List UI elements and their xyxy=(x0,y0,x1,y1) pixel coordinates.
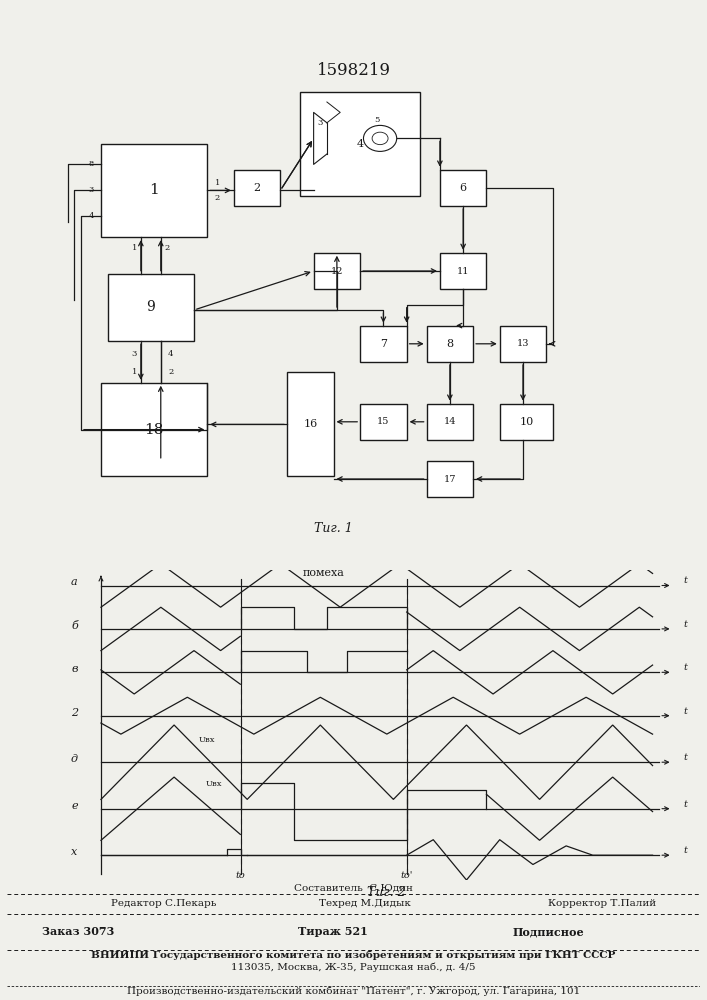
Text: 1: 1 xyxy=(149,183,159,197)
Text: t: t xyxy=(684,576,688,585)
Text: Uвх: Uвх xyxy=(199,736,216,744)
Text: Корректор Т.Палий: Корректор Т.Палий xyxy=(547,900,655,908)
Text: 8: 8 xyxy=(446,339,453,349)
Text: ВНИИПИ Государственного комитета по изобретениям и открытиям при ГКНТ СССР: ВНИИПИ Государственного комитета по изоб… xyxy=(91,951,616,960)
Text: 4: 4 xyxy=(356,139,363,149)
Bar xyxy=(300,92,420,196)
Text: t: t xyxy=(684,663,688,672)
Text: 4: 4 xyxy=(168,350,173,358)
Bar xyxy=(500,326,547,362)
Bar xyxy=(234,170,281,206)
Text: Техред М.Дидык: Техред М.Дидык xyxy=(319,900,411,908)
Text: помеха: помеха xyxy=(303,568,344,578)
Text: б: б xyxy=(71,621,78,631)
Text: 10: 10 xyxy=(519,417,533,427)
Bar xyxy=(426,404,473,440)
Text: Τиг. 1: Τиг. 1 xyxy=(314,522,353,535)
Text: 1: 1 xyxy=(214,179,220,187)
Text: 13: 13 xyxy=(517,339,530,348)
Text: е: е xyxy=(71,801,78,811)
Text: 18: 18 xyxy=(144,423,164,437)
Bar xyxy=(360,326,407,362)
Text: Составитель  С.Юдин: Составитель С.Юдин xyxy=(294,884,413,893)
Text: to': to' xyxy=(400,871,413,880)
Text: в: в xyxy=(71,664,78,674)
Text: t: t xyxy=(684,800,688,809)
Text: 5: 5 xyxy=(374,116,380,124)
Text: t: t xyxy=(684,753,688,762)
Text: 3: 3 xyxy=(88,186,94,194)
Bar xyxy=(360,404,407,440)
Text: Τиг. 2: Τиг. 2 xyxy=(368,886,406,899)
Text: 4: 4 xyxy=(88,212,94,220)
Text: t: t xyxy=(684,707,688,716)
Text: 2: 2 xyxy=(71,708,78,718)
Text: 16: 16 xyxy=(303,419,317,429)
Text: 2: 2 xyxy=(165,244,170,252)
Text: 15: 15 xyxy=(378,417,390,426)
Bar xyxy=(500,404,553,440)
Text: 7: 7 xyxy=(380,339,387,349)
Text: 2: 2 xyxy=(215,194,220,202)
Text: а: а xyxy=(71,577,78,587)
Text: t: t xyxy=(684,620,688,629)
Text: to: to xyxy=(235,871,245,880)
Text: д: д xyxy=(71,754,78,764)
Text: х: х xyxy=(71,847,78,857)
Text: 3: 3 xyxy=(132,350,137,358)
Text: 14: 14 xyxy=(443,417,456,426)
Text: Заказ 3073: Заказ 3073 xyxy=(42,926,114,937)
Bar xyxy=(101,383,207,476)
Text: 1: 1 xyxy=(132,368,137,376)
Bar xyxy=(314,253,360,289)
Text: 1: 1 xyxy=(132,244,137,252)
Bar xyxy=(440,170,486,206)
Text: 11: 11 xyxy=(457,266,469,275)
Text: Тираж 521: Тираж 521 xyxy=(298,926,368,937)
Text: Редактор С.Пекарь: Редактор С.Пекарь xyxy=(111,900,216,908)
Text: 3: 3 xyxy=(317,119,323,127)
Bar xyxy=(426,461,473,497)
Text: 6: 6 xyxy=(460,183,467,193)
Text: 2: 2 xyxy=(168,368,173,376)
Text: Подписное: Подписное xyxy=(513,926,585,937)
Text: 2: 2 xyxy=(254,183,261,193)
Text: Uвх: Uвх xyxy=(206,780,222,788)
Text: 113035, Москва, Ж-35, Раушская наб., д. 4/5: 113035, Москва, Ж-35, Раушская наб., д. … xyxy=(231,963,476,972)
Bar xyxy=(426,326,473,362)
Text: 1598219: 1598219 xyxy=(317,62,390,79)
Text: Производственно-издательский комбинат "Патент", г. Ужгород, ул. Гагарина, 101: Производственно-издательский комбинат "П… xyxy=(127,987,580,996)
Text: 9: 9 xyxy=(146,300,155,314)
Text: 12: 12 xyxy=(331,266,343,275)
Bar xyxy=(440,253,486,289)
Text: 17: 17 xyxy=(443,475,456,484)
Bar xyxy=(107,274,194,341)
Text: 8: 8 xyxy=(88,160,94,168)
Bar xyxy=(101,144,207,237)
Bar xyxy=(287,372,334,476)
Text: t: t xyxy=(684,846,688,855)
